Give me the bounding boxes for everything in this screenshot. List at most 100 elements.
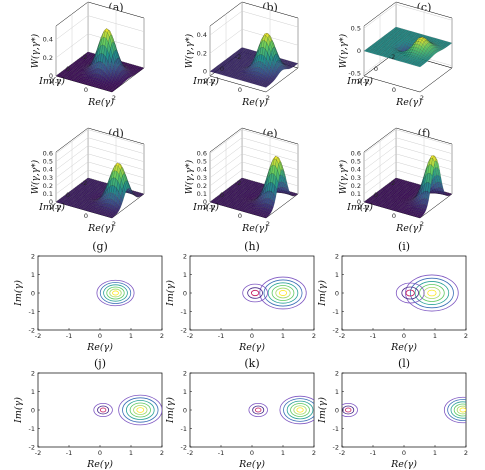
x-axis-label: Re(γ) bbox=[241, 223, 268, 234]
y-tick-label: 1 bbox=[31, 388, 35, 396]
y-tick-label: 0 bbox=[374, 191, 378, 199]
y-axis-label: Im(γ) bbox=[317, 397, 328, 424]
surface-cell bbox=[417, 65, 422, 68]
x-axis-label: Re(γ) bbox=[390, 459, 417, 470]
x-tick-label: 2 bbox=[160, 332, 164, 340]
y-tick-label: 0 bbox=[220, 65, 224, 73]
y-tick-label: 2 bbox=[204, 77, 208, 85]
surface-mesh bbox=[209, 155, 299, 219]
z-tick-label: 0 bbox=[49, 72, 53, 80]
y-tick-label: -2 bbox=[181, 443, 187, 451]
y-tick-label: 0 bbox=[220, 191, 224, 199]
z-axis-label: W(γ,γ*) bbox=[30, 159, 41, 194]
y-tick-label: -2 bbox=[29, 443, 35, 451]
y-axis-label: Im(γ) bbox=[13, 280, 24, 307]
y-tick-label: 0 bbox=[66, 191, 70, 199]
y-axis-label: Im(γ) bbox=[192, 76, 219, 87]
y-tick-label: 0 bbox=[66, 65, 70, 73]
x-axis-label: Re(γ) bbox=[87, 97, 114, 108]
x-tick-label: 0 bbox=[402, 332, 406, 340]
y-tick-label: -2 bbox=[389, 179, 395, 187]
z-tick-label: 0.5 bbox=[43, 158, 53, 166]
surface-panel-d: (d)00.10.20.30.40.50.6-202-202Re(γ)Im(γ)… bbox=[30, 127, 145, 234]
x-tick-label: 0 bbox=[238, 212, 242, 220]
x-tick-label: 2 bbox=[160, 449, 164, 457]
z-tick-label: 0.1 bbox=[197, 190, 207, 198]
z-tick-label: 0 bbox=[357, 47, 361, 55]
x-tick-label: 0 bbox=[238, 86, 242, 94]
z-tick-label: 0.1 bbox=[351, 190, 361, 198]
z-tick-label: 0.5 bbox=[197, 158, 207, 166]
z-tick-label: 0.4 bbox=[197, 31, 207, 39]
x-axis-label: Re(γ) bbox=[86, 459, 113, 470]
z-tick-label: 0 bbox=[203, 67, 207, 75]
y-tick-label: 2 bbox=[335, 252, 339, 260]
y-tick-label: -2 bbox=[333, 443, 339, 451]
x-tick-label: -2 bbox=[187, 332, 193, 340]
x-tick-label: 0 bbox=[98, 332, 102, 340]
x-axis-label: Re(γ) bbox=[238, 459, 265, 470]
z-tick-label: 0.4 bbox=[43, 166, 53, 174]
z-tick-label: 0.2 bbox=[351, 182, 361, 190]
z-tick-label: 0.3 bbox=[351, 174, 361, 182]
y-tick-label: -1 bbox=[333, 425, 339, 433]
y-tick-label: 1 bbox=[183, 271, 187, 279]
y-tick-label: 1 bbox=[31, 271, 35, 279]
y-tick-label: 0 bbox=[31, 289, 35, 297]
x-tick-label: -2 bbox=[339, 332, 345, 340]
x-tick-label: 2 bbox=[112, 220, 116, 228]
x-tick-label: 1 bbox=[433, 332, 437, 340]
x-tick-label: 2 bbox=[312, 332, 316, 340]
x-tick-label: 2 bbox=[464, 332, 468, 340]
x-axis-label: Re(γ) bbox=[238, 342, 265, 353]
x-tick-label: -2 bbox=[35, 449, 41, 457]
plot-frame bbox=[189, 372, 315, 448]
y-tick-label: -2 bbox=[81, 179, 87, 187]
floor bbox=[363, 51, 453, 93]
y-tick-label: 2 bbox=[31, 369, 35, 377]
x-tick-label: 2 bbox=[312, 449, 316, 457]
z-tick-label: 0.4 bbox=[351, 166, 361, 174]
surface-mesh bbox=[55, 28, 145, 93]
z-tick-label: 0.6 bbox=[43, 150, 53, 158]
x-tick-label: 1 bbox=[433, 449, 437, 457]
y-tick-label: 1 bbox=[183, 388, 187, 396]
plot-frame bbox=[341, 255, 467, 331]
z-axis-label: W(γ,γ*) bbox=[30, 33, 41, 68]
contour-panel-i: (i) -2 -1 0 1 2 -2 -1 0 1 2 Re(γ) Im(γ) bbox=[317, 240, 468, 353]
y-axis-label: Im(γ) bbox=[165, 397, 176, 424]
y-tick-label: -2 bbox=[181, 326, 187, 334]
y-axis-label: Im(γ) bbox=[165, 280, 176, 307]
z-tick-label: -0.5 bbox=[348, 70, 361, 78]
y-tick-label: -1 bbox=[29, 425, 35, 433]
x-tick-label: 0 bbox=[392, 86, 396, 94]
surface-mesh bbox=[55, 162, 145, 219]
panel-title: (k) bbox=[244, 357, 259, 370]
x-tick-label: -2 bbox=[339, 449, 345, 457]
z-tick-label: 0.2 bbox=[43, 182, 53, 190]
x-axis-label: Re(γ) bbox=[87, 223, 114, 234]
z-tick-label: 0.2 bbox=[197, 182, 207, 190]
z-tick-label: 0.3 bbox=[43, 174, 53, 182]
y-tick-label: 0 bbox=[183, 406, 187, 414]
x-tick-label: 2 bbox=[420, 94, 424, 102]
x-tick-label: 2 bbox=[112, 94, 116, 102]
z-tick-label: 0.3 bbox=[197, 174, 207, 182]
y-tick-label: -2 bbox=[81, 53, 87, 61]
y-tick-label: 2 bbox=[335, 369, 339, 377]
z-tick-label: 0.6 bbox=[197, 150, 207, 158]
y-axis-label: Im(γ) bbox=[317, 280, 328, 307]
y-axis-label: Im(γ) bbox=[38, 76, 65, 87]
x-tick-label: -2 bbox=[35, 332, 41, 340]
surface-cell bbox=[109, 90, 114, 93]
panel-title: (i) bbox=[398, 240, 410, 253]
z-tick-label: 0.4 bbox=[197, 166, 207, 174]
panel-title: (j) bbox=[94, 357, 106, 370]
z-tick-label: 0.4 bbox=[43, 36, 53, 44]
y-tick-label: 2 bbox=[31, 252, 35, 260]
z-tick-label: 0.5 bbox=[351, 158, 361, 166]
